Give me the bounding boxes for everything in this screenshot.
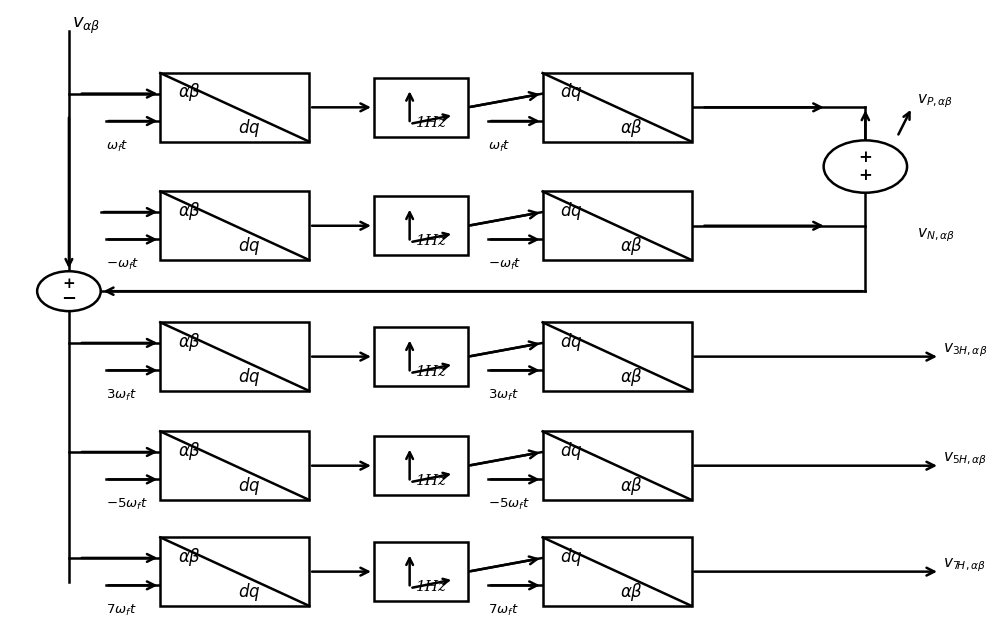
Circle shape xyxy=(824,140,907,193)
Bar xyxy=(374,436,468,495)
Text: $\alpha\beta$: $\alpha\beta$ xyxy=(620,581,643,603)
Text: $-5\omega_f t$: $-5\omega_f t$ xyxy=(106,497,148,512)
Bar xyxy=(374,78,468,137)
Text: $\alpha\beta$: $\alpha\beta$ xyxy=(178,331,201,352)
Bar xyxy=(543,537,692,606)
Text: $\omega_f t$: $\omega_f t$ xyxy=(488,138,510,153)
Text: $3\omega_f t$: $3\omega_f t$ xyxy=(106,387,136,403)
Text: $\alpha\beta$: $\alpha\beta$ xyxy=(178,200,201,222)
Text: $v_{P,\alpha\beta}$: $v_{P,\alpha\beta}$ xyxy=(917,92,953,110)
Bar xyxy=(160,537,309,606)
Text: $v_{\alpha\beta}$: $v_{\alpha\beta}$ xyxy=(72,16,101,36)
Text: $dq$: $dq$ xyxy=(560,545,583,568)
Text: $dq$: $dq$ xyxy=(238,581,260,603)
Bar xyxy=(160,73,309,141)
Text: $dq$: $dq$ xyxy=(560,331,583,352)
Text: $-5\omega_f t$: $-5\omega_f t$ xyxy=(488,497,530,512)
Text: $-\omega_f t$: $-\omega_f t$ xyxy=(106,257,139,272)
Text: $dq$: $dq$ xyxy=(560,200,583,222)
Text: +: + xyxy=(63,277,75,290)
Text: 1Hz: 1Hz xyxy=(416,580,447,594)
Text: $\alpha\beta$: $\alpha\beta$ xyxy=(620,235,643,257)
Text: −: − xyxy=(61,290,76,307)
Text: $\alpha\beta$: $\alpha\beta$ xyxy=(620,117,643,139)
Text: $7\omega_f t$: $7\omega_f t$ xyxy=(488,603,519,618)
Text: $7\omega_f t$: $7\omega_f t$ xyxy=(106,603,136,618)
Text: $dq$: $dq$ xyxy=(238,117,260,139)
Text: $\alpha\beta$: $\alpha\beta$ xyxy=(178,545,201,568)
Bar xyxy=(543,431,692,500)
Text: $v_{N,\alpha\beta}$: $v_{N,\alpha\beta}$ xyxy=(917,226,955,244)
Text: $\alpha\beta$: $\alpha\beta$ xyxy=(178,439,201,461)
Text: $v_{5H,\alpha\beta}$: $v_{5H,\alpha\beta}$ xyxy=(943,451,987,468)
Text: $dq$: $dq$ xyxy=(238,235,260,257)
Text: $-\omega_f t$: $-\omega_f t$ xyxy=(488,257,521,272)
Text: $v_{3H,\alpha\beta}$: $v_{3H,\alpha\beta}$ xyxy=(943,342,987,359)
Bar xyxy=(543,322,692,391)
Text: $dq$: $dq$ xyxy=(560,439,583,461)
Text: $v_{7H,\alpha\beta}$: $v_{7H,\alpha\beta}$ xyxy=(943,557,986,574)
Text: $\alpha\beta$: $\alpha\beta$ xyxy=(620,366,643,388)
Text: +: + xyxy=(858,150,872,167)
Circle shape xyxy=(37,271,101,311)
Text: 1Hz: 1Hz xyxy=(416,116,447,130)
Bar xyxy=(160,431,309,500)
Text: 1Hz: 1Hz xyxy=(416,474,447,488)
Text: $dq$: $dq$ xyxy=(560,81,583,103)
Bar xyxy=(374,542,468,601)
Bar xyxy=(543,192,692,260)
Bar xyxy=(160,322,309,391)
Text: $\alpha\beta$: $\alpha\beta$ xyxy=(178,81,201,103)
Text: $3\omega_f t$: $3\omega_f t$ xyxy=(488,387,519,403)
Bar xyxy=(374,196,468,255)
Text: $\omega_f t$: $\omega_f t$ xyxy=(106,138,128,153)
Bar xyxy=(160,192,309,260)
Text: +: + xyxy=(858,167,872,184)
Text: 1Hz: 1Hz xyxy=(416,365,447,379)
Bar xyxy=(374,327,468,386)
Text: $dq$: $dq$ xyxy=(238,475,260,497)
Text: $dq$: $dq$ xyxy=(238,366,260,388)
Text: $\alpha\beta$: $\alpha\beta$ xyxy=(620,475,643,497)
Bar xyxy=(543,73,692,141)
Text: 1Hz: 1Hz xyxy=(416,234,447,249)
